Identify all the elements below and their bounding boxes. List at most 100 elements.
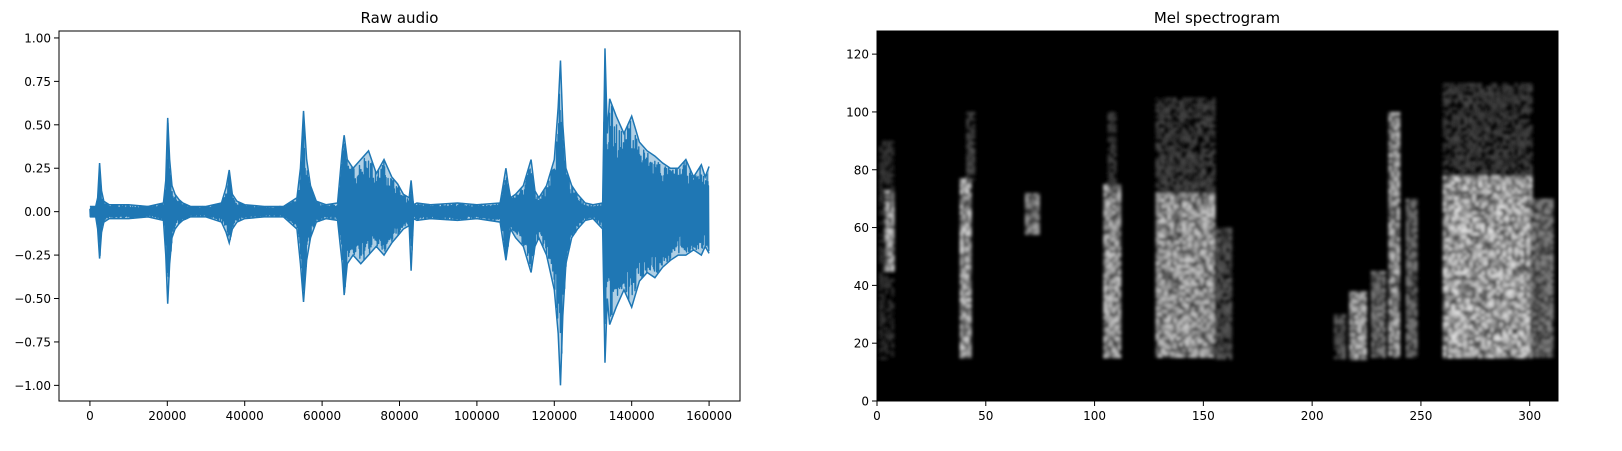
spectrogram-cell [1469, 184, 1473, 188]
spectrogram-cell [1212, 133, 1216, 137]
spectrogram-cell [1414, 351, 1418, 355]
spectrogram-cell [968, 214, 972, 218]
spectrogram-cell [1170, 309, 1174, 313]
spectrogram-cell [1481, 217, 1485, 221]
spectrogram-cell [1155, 249, 1159, 253]
spectrogram-cell [1164, 288, 1168, 292]
spectrogram-cell [1167, 225, 1171, 229]
spectrogram-cell [1185, 231, 1189, 235]
spectrogram-cell [1155, 282, 1159, 286]
spectrogram-cell [1448, 229, 1452, 233]
spectrogram-cell [1185, 166, 1189, 170]
spectrogram-cell [888, 199, 892, 202]
spectrogram-cell [1209, 276, 1213, 280]
spectrogram-cell [1220, 323, 1224, 327]
spectrogram-cell [1472, 205, 1476, 209]
spectrogram-cell [1167, 190, 1171, 194]
spectrogram-cell [1188, 303, 1192, 307]
spectrogram-cell [1520, 184, 1524, 188]
spectrogram-cell [1112, 295, 1116, 299]
spectrogram-cell [1103, 223, 1107, 227]
spectrogram-cell [1197, 315, 1201, 319]
spectrogram-cell [1106, 295, 1110, 299]
spectrogram-cell [1220, 302, 1224, 306]
spectrogram-cell [1442, 196, 1446, 200]
spectrogram-cell [968, 343, 972, 347]
spectrogram-cell [1496, 205, 1500, 209]
spectrogram-cell [1167, 154, 1171, 158]
spectrogram-cell [1526, 259, 1530, 263]
spectrogram-cell [1451, 202, 1455, 206]
spectrogram-cell [1170, 172, 1174, 176]
spectrogram-cell [1469, 178, 1473, 182]
spectrogram-cell [1182, 324, 1186, 328]
spectrogram-cell [1502, 226, 1506, 230]
spectrogram-cell [1405, 291, 1409, 295]
spectrogram-cell [1487, 229, 1491, 233]
spectrogram-cell [1523, 265, 1527, 269]
spectrogram-cell [1188, 97, 1192, 101]
spectrogram-cell [1200, 300, 1204, 304]
spectrogram-cell [1209, 249, 1213, 253]
spectrogram-cell [1206, 252, 1210, 256]
spectrogram-cell [1223, 356, 1227, 360]
spectrogram-cell [1176, 178, 1180, 182]
spectrogram-cell [1118, 202, 1122, 206]
spectrogram-cell [1414, 324, 1418, 328]
spectrogram-cell [1397, 354, 1401, 358]
spectrogram-cell [1173, 327, 1177, 331]
spectrogram-cell [962, 274, 966, 278]
spectrogram-cell [1411, 318, 1415, 322]
spectrogram-cell [1355, 315, 1359, 319]
spectrogram-cell [1185, 264, 1189, 268]
spectrogram-cell [1457, 244, 1461, 248]
spectrogram-cell [1451, 238, 1455, 242]
spectrogram-cell [1463, 250, 1467, 254]
spectrogram-cell [1466, 265, 1470, 269]
spectrogram-cell [1405, 225, 1409, 229]
spectrogram-cell [885, 341, 889, 345]
spectrogram-cell [1490, 259, 1494, 263]
spectrogram-cell [1164, 342, 1168, 346]
spectrogram-cell [1167, 240, 1171, 244]
spectrogram-cell [1167, 163, 1171, 167]
spectrogram-cell [1185, 160, 1189, 164]
spectrogram-cell [1487, 241, 1491, 245]
spectrogram-cell [959, 244, 963, 248]
spectrogram-cell [1499, 268, 1503, 272]
spectrogram-cell [1179, 133, 1183, 137]
spectrogram-cell [1405, 252, 1409, 256]
spectrogram-cell [882, 260, 886, 264]
spectrogram-cell [1200, 324, 1204, 328]
spectrogram-cell [891, 290, 895, 294]
spectrogram-cell [1358, 300, 1362, 304]
spectrogram-cell [1448, 187, 1452, 191]
spectrogram-cell [1212, 297, 1216, 301]
spectrogram-cell [1397, 174, 1401, 178]
spectrogram-cell [1229, 308, 1233, 312]
spectrogram-cell [1484, 196, 1488, 200]
spectrogram-cell [1197, 234, 1201, 238]
spectrogram-cell [1223, 323, 1227, 327]
spectrogram-cell [1209, 181, 1213, 185]
spectrogram-cell [1103, 325, 1107, 329]
spectrogram-cell [1445, 181, 1449, 185]
spectrogram-cell [1391, 318, 1395, 322]
spectrogram-cell [1170, 315, 1174, 319]
spectrogram-cell [1200, 121, 1204, 125]
spectrogram-cell [1463, 253, 1467, 257]
spectrogram-cell [1167, 351, 1171, 355]
spectrogram-cell [1414, 339, 1418, 343]
spectrogram-cell [1214, 245, 1218, 249]
spectrogram-cell [1209, 115, 1213, 119]
spectrogram-cell [1191, 210, 1195, 214]
spectrogram-cell [1161, 285, 1165, 289]
spectrogram-cell [1508, 259, 1512, 263]
spectrogram-cell [1496, 193, 1500, 197]
spectrogram-cell [1197, 106, 1201, 110]
spectrogram-cell [1203, 333, 1207, 337]
spectrogram-cell [1206, 121, 1210, 125]
spectrogram-cell [1451, 205, 1455, 209]
spectrogram-cell [1229, 326, 1233, 330]
spectrogram-cell [1115, 196, 1119, 200]
